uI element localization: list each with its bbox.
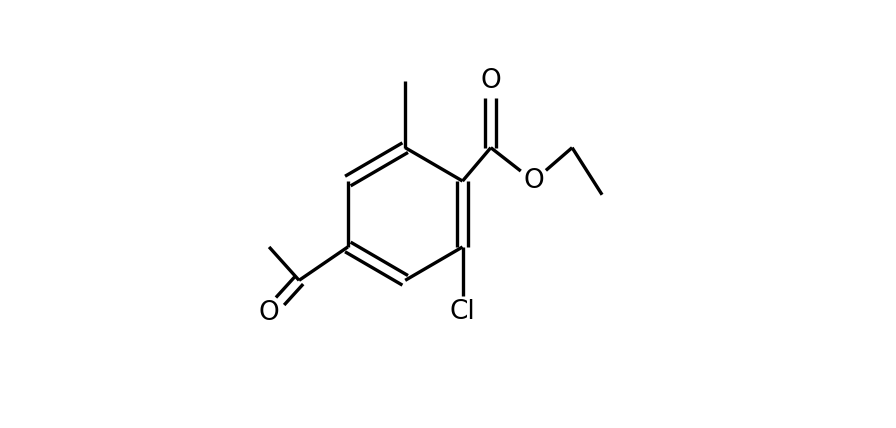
Text: O: O — [259, 300, 280, 326]
Text: O: O — [523, 168, 544, 194]
Text: O: O — [480, 68, 501, 94]
Text: Cl: Cl — [450, 300, 476, 325]
